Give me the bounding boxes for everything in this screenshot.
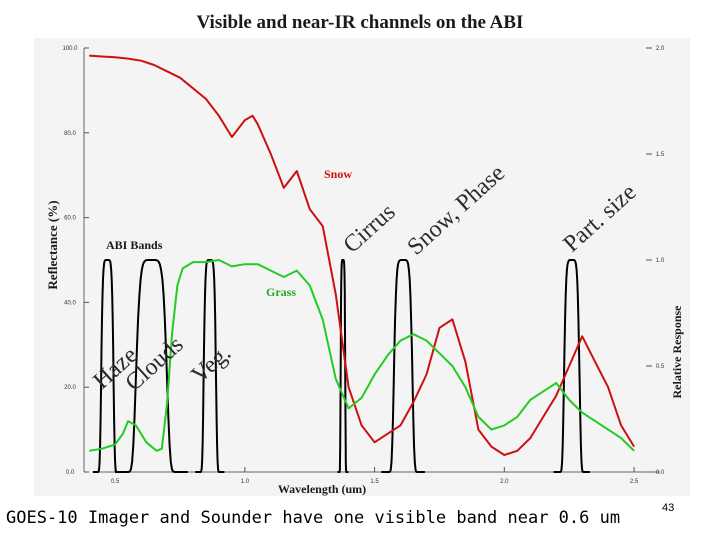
x-tick-label: 1.0	[241, 479, 250, 485]
abi-band-response	[337, 259, 349, 473]
slide-caption: GOES-10 Imager and Sounder have one visi…	[6, 508, 621, 528]
x-tick-label: 2.0	[500, 479, 509, 485]
x-tick-label: 2.5	[630, 479, 639, 485]
page-number: 43	[662, 502, 675, 514]
abi-bands-layer	[92, 259, 590, 473]
y2-tick-label: 0.5	[656, 364, 665, 370]
series-layer	[89, 54, 635, 456]
y2-tick-label: 1.5	[656, 152, 665, 158]
slide-title: Visible and near-IR channels on the ABI	[196, 12, 524, 33]
y-tick-label: 40.0	[64, 300, 76, 306]
abi-band-response	[115, 259, 188, 473]
y-tick-label: 60.0	[64, 216, 76, 222]
snow-reflectance-line	[89, 54, 635, 456]
abi-band-response	[381, 259, 425, 473]
y2-axis-label: Relative Response	[670, 305, 684, 399]
y-tick-label: 0.0	[66, 470, 75, 476]
y-tick-label: 80.0	[64, 131, 76, 137]
x-axis-label: Wavelength (um)	[278, 482, 366, 496]
abi-band-response	[195, 259, 225, 473]
abi-bands-label: ABI Bands	[106, 238, 163, 252]
abi-band-response	[553, 259, 590, 473]
y-tick-label: 20.0	[64, 385, 76, 391]
y-tick-label: 100.0	[62, 46, 78, 52]
y2-tick-label: 0.0	[656, 470, 665, 476]
y2-tick-label: 2.0	[656, 46, 665, 52]
x-tick-label: 1.5	[370, 479, 379, 485]
y2-tick-label: 1.0	[656, 258, 665, 264]
snow-curve-label: Snow	[324, 167, 352, 181]
x-tick-label: 0.5	[111, 479, 120, 485]
grass-curve-label: Grass	[266, 285, 296, 299]
y-axis-label: Reflectance (%)	[45, 200, 60, 289]
ticks-layer: 0.5 1.0 1.5 2.0 2.5 0.0 20.0 40.0 60.0 80.0 100.0 0…	[62, 46, 664, 485]
grass-reflectance-line	[89, 259, 635, 452]
